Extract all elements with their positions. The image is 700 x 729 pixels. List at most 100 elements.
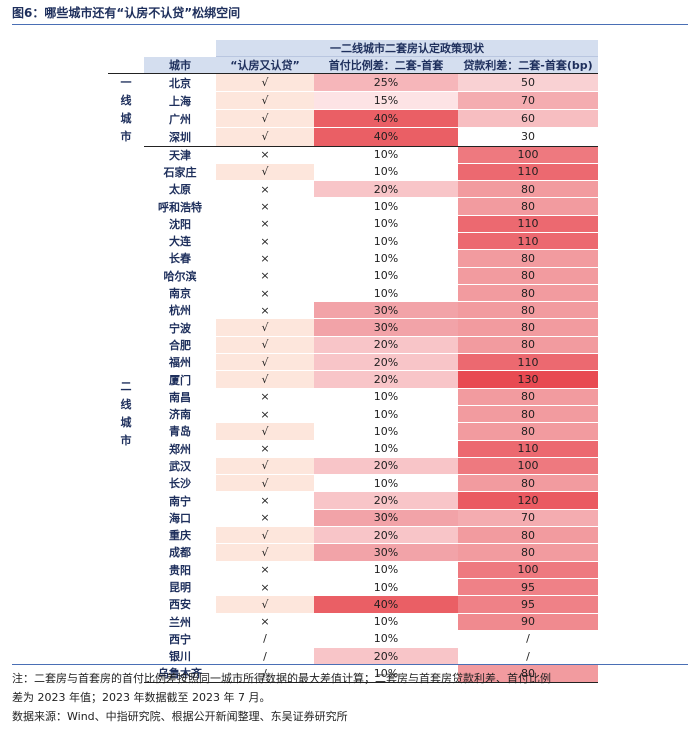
policy-cell: √ bbox=[216, 318, 314, 337]
city-cell: 合肥 bbox=[169, 338, 191, 352]
table-row: 郑州 × 10% 110 bbox=[108, 440, 599, 458]
down-payment-cell: 30% bbox=[314, 509, 458, 528]
policy-cell: / bbox=[216, 647, 314, 666]
table-row: 广州 √ 40% 60 bbox=[108, 109, 599, 129]
table-row: 青岛 √ 10% 80 bbox=[108, 422, 599, 441]
city-cell: 青岛 bbox=[169, 425, 191, 439]
policy-cell: √ bbox=[216, 127, 314, 147]
rate-cell: 110 bbox=[458, 163, 599, 182]
city-cell: 昆明 bbox=[169, 581, 191, 595]
city-cell: 重庆 bbox=[169, 529, 191, 543]
rate-cell: 70 bbox=[458, 509, 599, 528]
figure-title: 图6：哪些城市还有“认房不认贷”松绑空间 bbox=[12, 6, 241, 20]
column-header-policy: “认房又认贷” bbox=[216, 56, 314, 74]
policy-cell: × bbox=[216, 249, 314, 268]
down-payment-cell: 20% bbox=[314, 336, 458, 355]
rate-cell: / bbox=[458, 647, 599, 666]
rate-cell: 95 bbox=[458, 595, 599, 614]
down-payment-cell: 10% bbox=[314, 197, 458, 216]
down-payment-cell: 40% bbox=[314, 127, 458, 147]
policy-cell: √ bbox=[216, 543, 314, 562]
table-row: 合肥 √ 20% 80 bbox=[108, 336, 599, 355]
down-payment-cell: 10% bbox=[314, 146, 458, 164]
policy-table: 一二线城市二套房认定政策现状 城市 “认房又认贷” 首付比例差：二套-首套 贷款… bbox=[108, 40, 599, 683]
policy-cell: / bbox=[216, 664, 314, 683]
down-payment-cell: 10% bbox=[314, 630, 458, 649]
rate-cell: 80 bbox=[458, 180, 599, 199]
city-cell: 武汉 bbox=[169, 459, 191, 473]
table-row: 二线城市 天津 × 10% 100 bbox=[108, 146, 599, 447]
city-cell: 宁波 bbox=[169, 321, 191, 335]
city-cell: 长沙 bbox=[169, 477, 191, 491]
policy-cell: × bbox=[216, 301, 314, 320]
down-payment-cell: 20% bbox=[314, 353, 458, 372]
table-row: 宁波 √ 30% 80 bbox=[108, 318, 599, 337]
down-payment-cell: 30% bbox=[314, 318, 458, 337]
policy-cell: × bbox=[216, 405, 314, 424]
policy-cell: × bbox=[216, 440, 314, 458]
down-payment-cell: 10% bbox=[314, 232, 458, 251]
table-row: 西宁 /10% / bbox=[108, 630, 599, 649]
footnote-line: 注：二套房与首套房的首付比例差按照同一城市所得数据的最大差值计算；二套房与首套房… bbox=[12, 672, 551, 685]
city-cell: 西安 bbox=[169, 598, 191, 612]
city-cell: 南昌 bbox=[169, 390, 191, 404]
table-row: 杭州 × 30% 80 bbox=[108, 301, 599, 320]
rate-cell: 100 bbox=[458, 146, 599, 164]
down-payment-cell: 10% bbox=[314, 284, 458, 303]
table-row: 太原 × 20% 80 bbox=[108, 180, 599, 199]
city-cell: 济南 bbox=[169, 408, 191, 422]
header-blank bbox=[108, 40, 144, 57]
down-payment-cell: 10% bbox=[314, 474, 458, 493]
down-payment-cell: 20% bbox=[314, 180, 458, 199]
down-payment-cell: 10% bbox=[314, 267, 458, 285]
header-row-group: 一二线城市二套房认定政策现状 bbox=[108, 40, 599, 57]
table-row: 哈尔滨 × 10% 80 bbox=[108, 267, 599, 285]
rate-cell: 50 bbox=[458, 73, 599, 93]
policy-cell: √ bbox=[216, 163, 314, 182]
table-row: 沈阳 × 10% 110 bbox=[108, 215, 599, 233]
rate-cell: 30 bbox=[458, 127, 599, 147]
table-row: 武汉 √ 20% 100 bbox=[108, 457, 599, 476]
down-payment-cell: 30% bbox=[314, 301, 458, 320]
down-payment-cell: 20% bbox=[314, 491, 458, 510]
policy-cell: √ bbox=[216, 73, 314, 93]
header-blank bbox=[144, 40, 216, 57]
table-row: 乌鲁木齐/10% 80 bbox=[108, 664, 599, 683]
policy-cell: × bbox=[216, 284, 314, 303]
policy-cell: × bbox=[216, 215, 314, 233]
down-payment-cell: 10% bbox=[314, 561, 458, 579]
down-payment-cell: 10% bbox=[314, 613, 458, 631]
city-cell: 呼和浩特 bbox=[158, 200, 202, 214]
column-header-rate: 贷款利差：二套-首套(bp) bbox=[458, 56, 599, 74]
table-row: 南宁 × 20% 120 bbox=[108, 491, 599, 510]
down-payment-cell: 20% bbox=[314, 647, 458, 666]
rate-cell: 110 bbox=[458, 215, 599, 233]
policy-cell: × bbox=[216, 491, 314, 510]
policy-cell: × bbox=[216, 180, 314, 199]
down-payment-cell: 10% bbox=[314, 388, 458, 406]
policy-cell: √ bbox=[216, 526, 314, 545]
city-cell: 南宁 bbox=[169, 494, 191, 508]
table-row: 大连 × 10% 110 bbox=[108, 232, 599, 251]
policy-cell: √ bbox=[216, 91, 314, 111]
rate-cell: 80 bbox=[458, 664, 599, 683]
policy-table-container: 一二线城市二套房认定政策现状 城市 “认房又认贷” 首付比例差：二套-首套 贷款… bbox=[108, 40, 599, 683]
rate-cell: 70 bbox=[458, 91, 599, 111]
table-row: 南昌 × 10% 80 bbox=[108, 388, 599, 406]
table-row: 长沙 √ 10% 80 bbox=[108, 474, 599, 493]
city-cell: 福州 bbox=[169, 356, 191, 370]
down-payment-cell: 10% bbox=[314, 163, 458, 182]
column-header-city: 城市 bbox=[144, 56, 216, 74]
city-cell: 乌鲁木齐 bbox=[144, 664, 216, 683]
table-row: 西安 √ 40% 95 bbox=[108, 595, 599, 614]
table-row: 银川 /20% / bbox=[108, 647, 599, 666]
header-row-columns: 城市 “认房又认贷” 首付比例差：二套-首套 贷款利差：二套-首套(bp) bbox=[108, 56, 599, 74]
table-row: 石家庄 √ 10% 110 bbox=[108, 163, 599, 182]
policy-cell: √ bbox=[216, 336, 314, 355]
city-cell: 西宁 bbox=[169, 632, 191, 646]
down-payment-cell: 20% bbox=[314, 526, 458, 545]
table-row: 南京 × 10% 80 bbox=[108, 284, 599, 303]
down-payment-cell: 10% bbox=[314, 578, 458, 597]
policy-cell: √ bbox=[216, 109, 314, 129]
footnotes: 注：二套房与首套房的首付比例差按照同一城市所得数据的最大差值计算；二套房与首套房… bbox=[12, 664, 688, 726]
